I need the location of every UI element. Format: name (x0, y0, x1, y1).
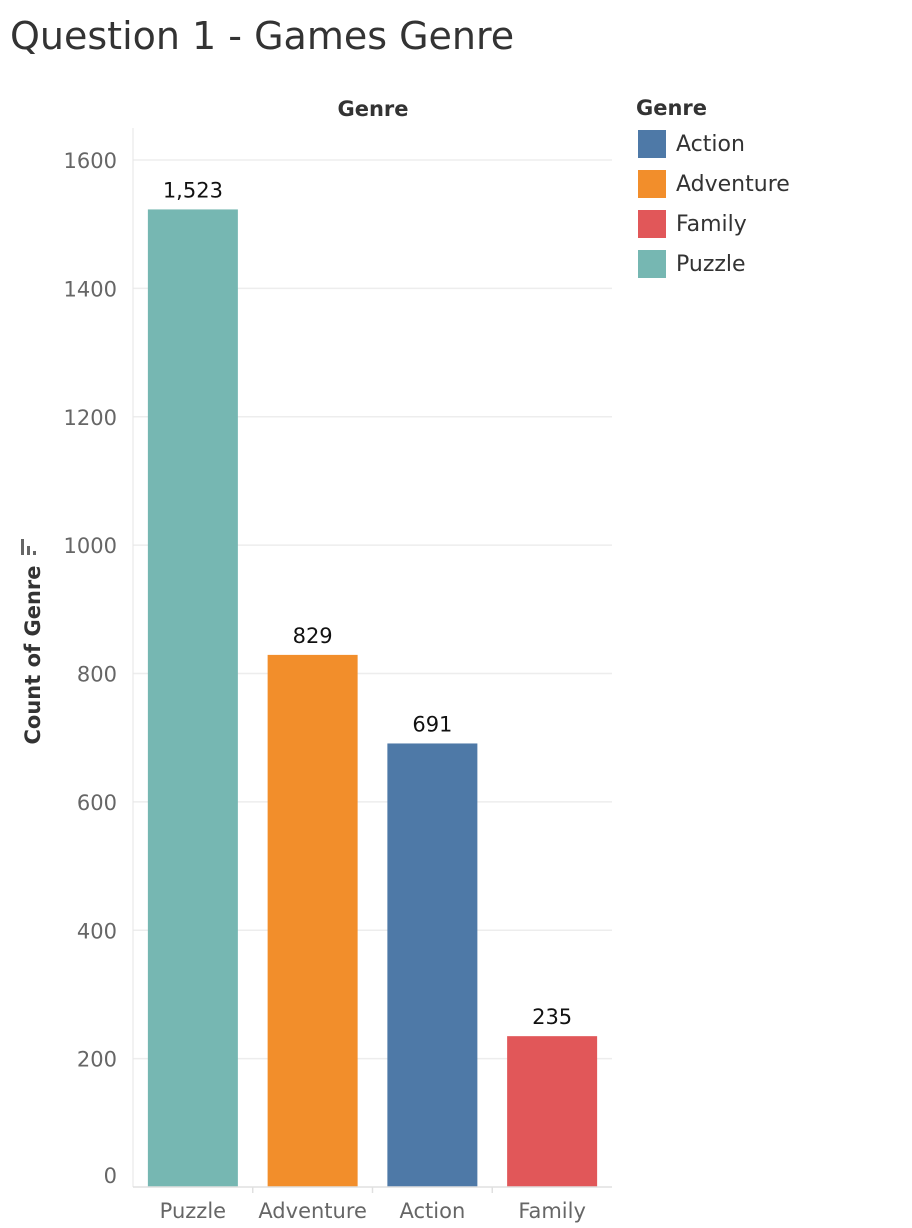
legend-title: Genre (636, 96, 708, 120)
x-axis: Puzzle Adventure Action Family (133, 1186, 612, 1223)
x-tick-label: Adventure (258, 1199, 367, 1223)
data-label: 829 (293, 624, 333, 648)
x-tick-label: Puzzle (160, 1199, 226, 1223)
sort-icon[interactable] (21, 539, 36, 555)
legend-items: Action Adventure Family Puzzle (636, 124, 790, 284)
x-tick-label: Action (399, 1199, 465, 1223)
legend-item-action[interactable]: Action (636, 124, 790, 164)
bar-action[interactable] (387, 743, 478, 1187)
y-tick-label: 400 (77, 919, 117, 943)
y-tick-label: 1400 (64, 277, 117, 301)
legend-item-family[interactable]: Family (636, 204, 790, 244)
bar-adventure[interactable] (267, 654, 358, 1187)
legend-swatch (638, 250, 666, 278)
legend-label: Adventure (676, 171, 790, 197)
column-header[interactable]: Genre (337, 97, 408, 121)
bar-family[interactable] (507, 1036, 598, 1187)
data-labels: 1,523 829 691 235 (163, 178, 572, 1029)
y-tick-label: 200 (77, 1048, 117, 1072)
y-tick-label: 1000 (64, 534, 117, 558)
x-tick-label: Family (518, 1199, 586, 1223)
data-label: 691 (412, 712, 452, 736)
y-tick-label: 800 (77, 663, 117, 687)
legend-label: Puzzle (676, 251, 746, 277)
page-title: Question 1 - Games Genre (10, 14, 515, 58)
legend-item-adventure[interactable]: Adventure (636, 164, 790, 204)
y-tick-label: 1600 (64, 149, 117, 173)
y-tick-label: 1200 (64, 406, 117, 430)
data-label: 235 (532, 1005, 572, 1029)
legend-label: Action (676, 131, 745, 157)
legend: Genre Action Adventure Family Puzzle (636, 94, 790, 284)
data-label: 1,523 (163, 178, 223, 202)
y-axis-title[interactable]: Count of Genre (21, 566, 45, 745)
legend-item-puzzle[interactable]: Puzzle (636, 244, 790, 284)
y-axis: 0 200 400 600 800 1000 1200 1400 1600 (64, 128, 134, 1188)
legend-label: Family (676, 211, 747, 237)
legend-swatch (638, 170, 666, 198)
bar-puzzle[interactable] (147, 209, 238, 1187)
y-tick-label: 600 (77, 791, 117, 815)
bars (147, 209, 598, 1187)
y-tick-label: 0 (104, 1164, 117, 1188)
legend-swatch (638, 210, 666, 238)
legend-swatch (638, 130, 666, 158)
